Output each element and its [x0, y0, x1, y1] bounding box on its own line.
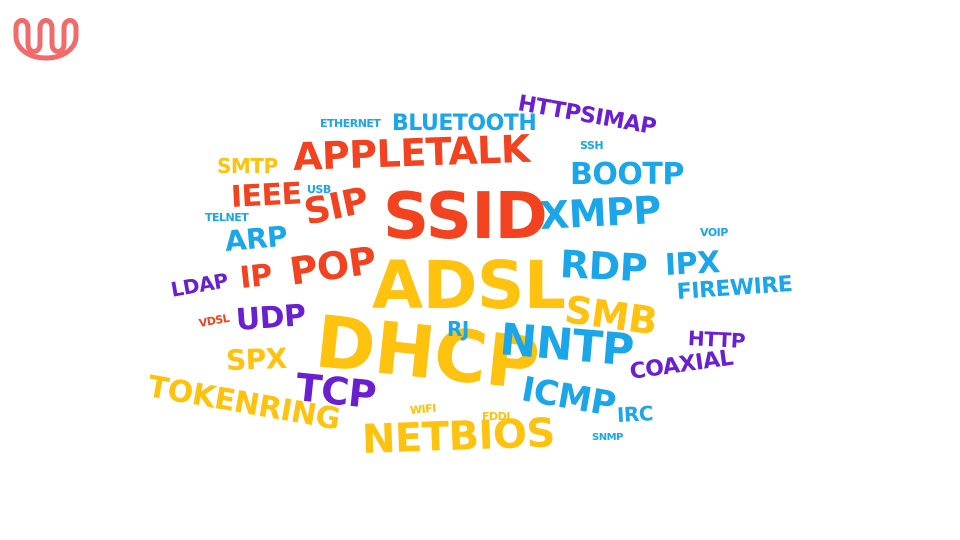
- word-adsl: ADSL: [372, 247, 566, 324]
- word-firewire: FIREWIRE: [676, 271, 794, 305]
- word-udp: UDP: [234, 298, 307, 338]
- word-voip: VOIP: [700, 226, 728, 239]
- word-rj: RJ: [447, 317, 469, 341]
- word-usb: USB: [307, 183, 331, 196]
- word-httpsimap: HTTPSIMAP: [515, 91, 658, 141]
- word-arp: ARP: [223, 219, 289, 258]
- word-ldap: LDAP: [168, 268, 230, 302]
- word-smtp: SMTP: [217, 154, 278, 178]
- word-http: HTTP: [687, 326, 746, 353]
- word-ieee: IEEE: [230, 176, 303, 215]
- word-appletalk: APPLETALK: [292, 126, 531, 179]
- word-wifi: WIFI: [409, 401, 437, 417]
- word-ssid: SSID: [383, 180, 548, 254]
- word-xmpp: XMPP: [538, 187, 662, 238]
- word-bluetooth: BLUETOOTH: [392, 111, 537, 136]
- word-ipx: IPX: [664, 245, 721, 283]
- word-bootp: BOOTP: [570, 157, 684, 192]
- word-ethernet: ETHERNET: [320, 117, 381, 130]
- word-rdp: RDP: [558, 242, 649, 291]
- word-spx: SPX: [225, 341, 288, 377]
- word-snmp: SNMP: [592, 432, 623, 443]
- wave-logo-icon: [13, 18, 79, 61]
- word-fddi: FDDI: [482, 410, 510, 423]
- word-ssh: SSH: [580, 139, 604, 152]
- word-irc: IRC: [616, 401, 654, 427]
- word-coaxial: COAXIAL: [628, 345, 735, 385]
- word-pop: POP: [286, 238, 379, 294]
- word-netbios: NETBIOS: [361, 410, 556, 463]
- word-ip: IP: [238, 257, 274, 296]
- word-vdsl: VDSL: [197, 311, 231, 330]
- word-telnet: TELNET: [205, 211, 249, 224]
